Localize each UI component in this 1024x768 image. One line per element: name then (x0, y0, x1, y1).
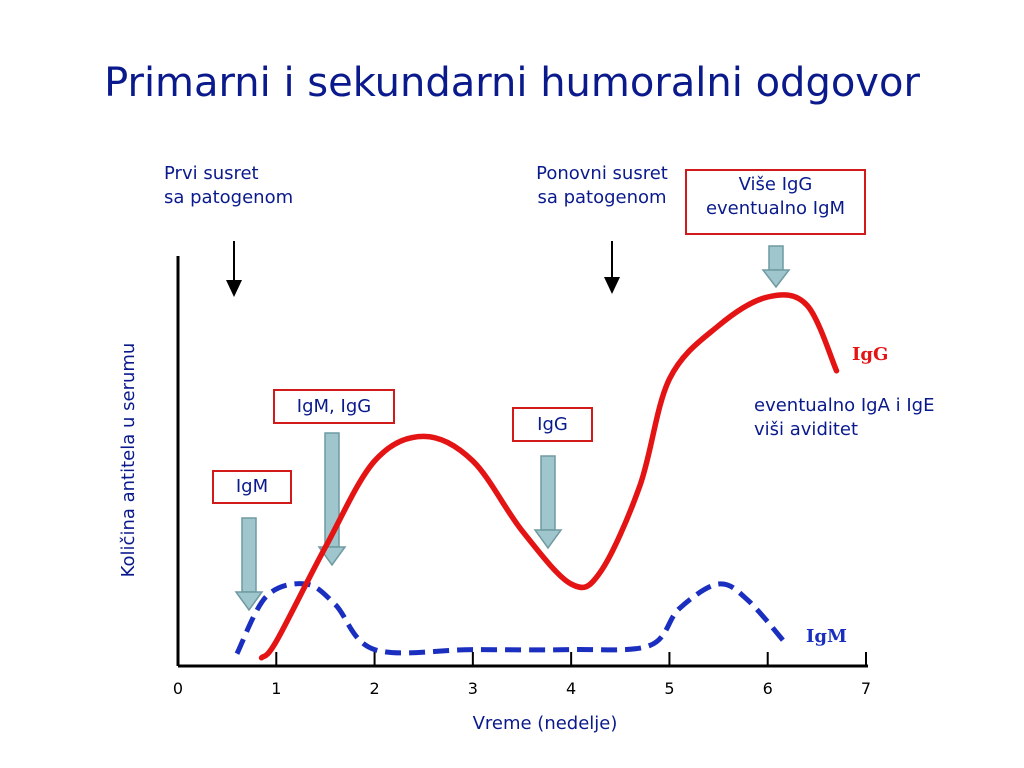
x-tick-label-5: 5 (664, 679, 674, 698)
series-line-igg (258, 292, 840, 661)
x-tick-label-1: 1 (271, 679, 281, 698)
igm-box: IgM (212, 470, 292, 504)
series-line-igm (234, 581, 790, 656)
x-tick-label-2: 2 (369, 679, 379, 698)
x-tick-label-0: 0 (173, 679, 183, 698)
x-tick-label-4: 4 (566, 679, 576, 698)
more-igg-line-1: Više IgG (738, 174, 813, 195)
note-line-2: viši aviditet (754, 419, 859, 440)
first-encounter-line-1: Prvi susret (164, 163, 259, 184)
more-igg-box: Više IgG eventualno IgM (685, 169, 866, 235)
second-encounter-line-1: Ponovni susret (536, 163, 668, 184)
page-title: Primarni i sekundarni humoralni odgovor (104, 60, 920, 106)
first-encounter-label: Prvi susret sa patogenom (164, 162, 293, 210)
igm-igg-pointer-arrow-icon (317, 432, 347, 567)
y-axis-label: Količina antitela u serumu (118, 342, 139, 578)
secondary-response-note: eventualno IgA i IgE viši aviditet (754, 394, 934, 442)
more-igg-pointer-arrow-icon (761, 245, 791, 289)
igm-igg-box: IgM, IgG (273, 389, 395, 424)
second-encounter-line-2: sa patogenom (537, 187, 667, 208)
igg-pointer-arrow-icon (533, 455, 563, 550)
igm-curve-label: IgM (806, 626, 847, 647)
igg-box: IgG (512, 407, 593, 442)
more-igg-line-2: eventualno IgM (705, 198, 846, 219)
x-tick-label-6: 6 (763, 679, 773, 698)
igg-curve-label: IgG (852, 344, 888, 365)
x-tick-label-7: 7 (861, 679, 871, 698)
first-encounter-line-2: sa patogenom (164, 187, 294, 208)
igm-pointer-arrow-icon (234, 517, 264, 612)
x-tick-label-3: 3 (468, 679, 478, 698)
second-encounter-label: Ponovni susret sa patogenom (520, 162, 684, 210)
note-line-1: eventualno IgA i IgE (754, 395, 935, 416)
second-encounter-arrow-icon (604, 241, 620, 294)
x-axis-label: Vreme (nedelje) (472, 713, 618, 734)
first-encounter-arrow-icon (226, 241, 242, 297)
